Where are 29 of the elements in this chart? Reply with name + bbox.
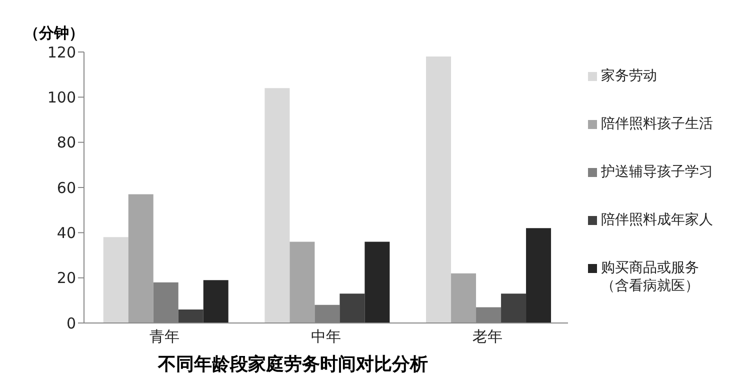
y-tick-label: 100 [47,88,76,106]
bar [451,273,476,323]
y-tick-label: 60 [56,178,76,197]
y-tick-label: 0 [66,314,76,332]
bar [501,294,526,323]
bar [290,242,315,323]
bar [203,280,228,323]
y-tick-label: 120 [47,43,76,62]
bar [178,309,204,323]
x-tick-label: 青年 [150,328,180,346]
y-axis-title: （分钟） [24,24,84,43]
y-tick-label: 80 [56,134,76,152]
bar [426,56,452,323]
y-tick-label: 40 [56,224,76,242]
bar [526,228,552,323]
legend-label: 家务劳动 [601,66,658,84]
legend-label: 护送辅导孩子学习 [601,162,714,180]
legend-label: 陪伴照料成年家人 [601,210,714,228]
y-tick-label: 20 [56,269,76,288]
x-tick-label: 老年 [472,328,502,346]
text: 不同年龄段家庭劳务时间对比分析 [156,353,429,376]
bar [128,194,154,323]
legend-label: 陪伴照料孩子生活 [601,114,714,132]
legend-label: 购买商品或服务（含看病就医） [601,258,700,294]
bar [103,237,128,323]
x-tick-label: 中年 [311,328,341,346]
bar [340,294,365,323]
bar [364,242,390,323]
bar [264,88,290,323]
